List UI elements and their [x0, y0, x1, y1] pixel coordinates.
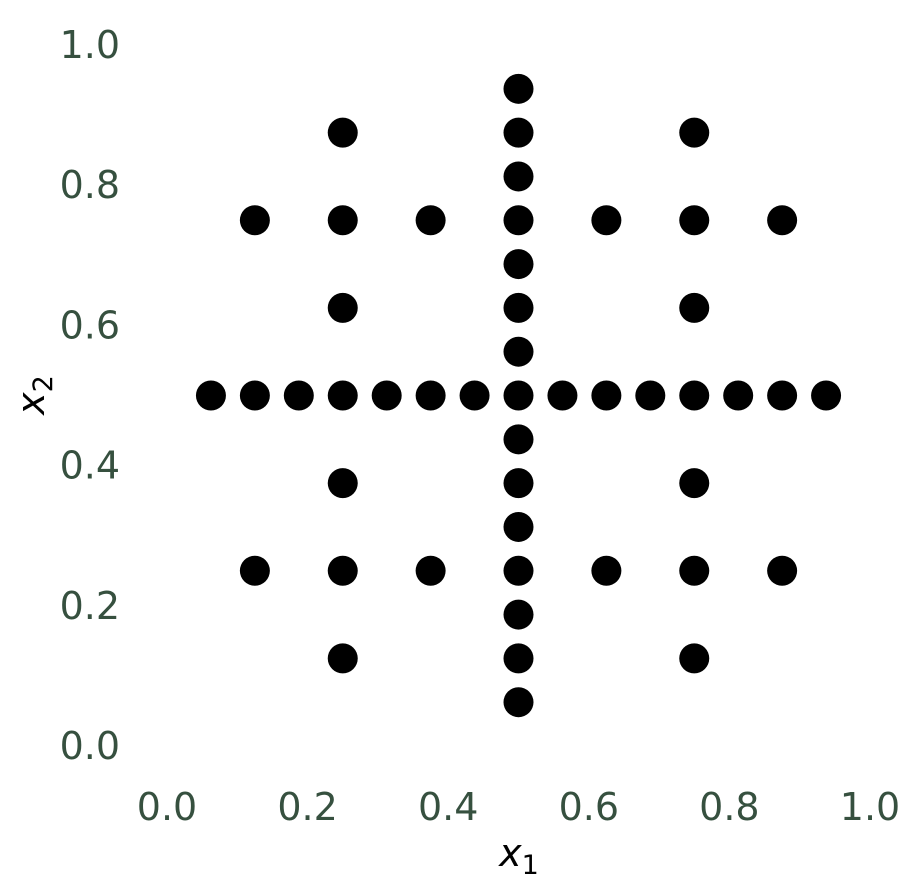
data-point — [327, 292, 358, 323]
data-point — [679, 117, 710, 148]
data-point — [503, 336, 534, 367]
x-tick-labels: 0.0 0.2 0.4 0.6 0.8 1.0 — [137, 785, 900, 829]
data-point — [503, 205, 534, 236]
y-tick-labels: 0.0 0.2 0.4 0.6 0.8 1.0 — [60, 23, 120, 768]
data-point — [503, 555, 534, 586]
y-axis-title: x2 — [9, 375, 59, 416]
data-point — [503, 161, 534, 192]
y-tick-label: 0.0 — [60, 724, 120, 768]
data-point — [503, 292, 534, 323]
data-point — [679, 205, 710, 236]
x-axis-title-main: x — [498, 831, 522, 875]
data-point — [503, 249, 534, 280]
data-point — [767, 205, 798, 236]
y-tick-label: 0.6 — [60, 303, 120, 347]
x-tick-label: 0.8 — [699, 785, 759, 829]
data-point — [195, 380, 226, 411]
data-point — [371, 380, 402, 411]
data-point — [723, 380, 754, 411]
data-point — [415, 380, 446, 411]
data-point — [635, 380, 666, 411]
x-tick-label: 0.2 — [277, 785, 337, 829]
data-point — [239, 380, 270, 411]
y-axis-title-main: x — [9, 392, 53, 416]
data-point — [503, 511, 534, 542]
data-point — [327, 555, 358, 586]
data-point — [327, 468, 358, 499]
x-tick-label: 0.0 — [137, 785, 197, 829]
data-point — [591, 205, 622, 236]
data-point — [283, 380, 314, 411]
data-point — [679, 468, 710, 499]
data-point — [503, 468, 534, 499]
data-point — [327, 205, 358, 236]
y-tick-label: 0.4 — [60, 444, 120, 488]
data-point — [415, 555, 446, 586]
x-tick-label: 0.6 — [559, 785, 619, 829]
data-point — [503, 73, 534, 104]
data-point — [503, 643, 534, 674]
x-axis-title-subscript: 1 — [522, 850, 539, 881]
data-point — [503, 687, 534, 718]
y-axis-title-subscript: 2 — [28, 375, 59, 392]
data-point — [679, 555, 710, 586]
data-point — [767, 555, 798, 586]
data-point — [547, 380, 578, 411]
data-point — [327, 117, 358, 148]
x-tick-label: 1.0 — [840, 785, 900, 829]
data-point — [811, 380, 842, 411]
data-point — [679, 292, 710, 323]
data-point — [503, 424, 534, 455]
data-point — [591, 555, 622, 586]
data-point — [591, 380, 622, 411]
data-point — [767, 380, 798, 411]
y-tick-label: 0.2 — [60, 584, 120, 628]
data-point — [239, 555, 270, 586]
data-point — [679, 643, 710, 674]
data-points — [195, 73, 842, 718]
y-tick-label: 0.8 — [60, 163, 120, 207]
data-point — [327, 380, 358, 411]
data-point — [239, 205, 270, 236]
data-point — [503, 380, 534, 411]
x-tick-label: 0.4 — [418, 785, 478, 829]
data-point — [503, 117, 534, 148]
x-axis-title: x1 — [498, 831, 539, 881]
data-point — [459, 380, 490, 411]
data-point — [415, 205, 446, 236]
data-point — [503, 599, 534, 630]
data-point — [327, 643, 358, 674]
y-tick-label: 1.0 — [60, 23, 120, 67]
data-point — [679, 380, 710, 411]
